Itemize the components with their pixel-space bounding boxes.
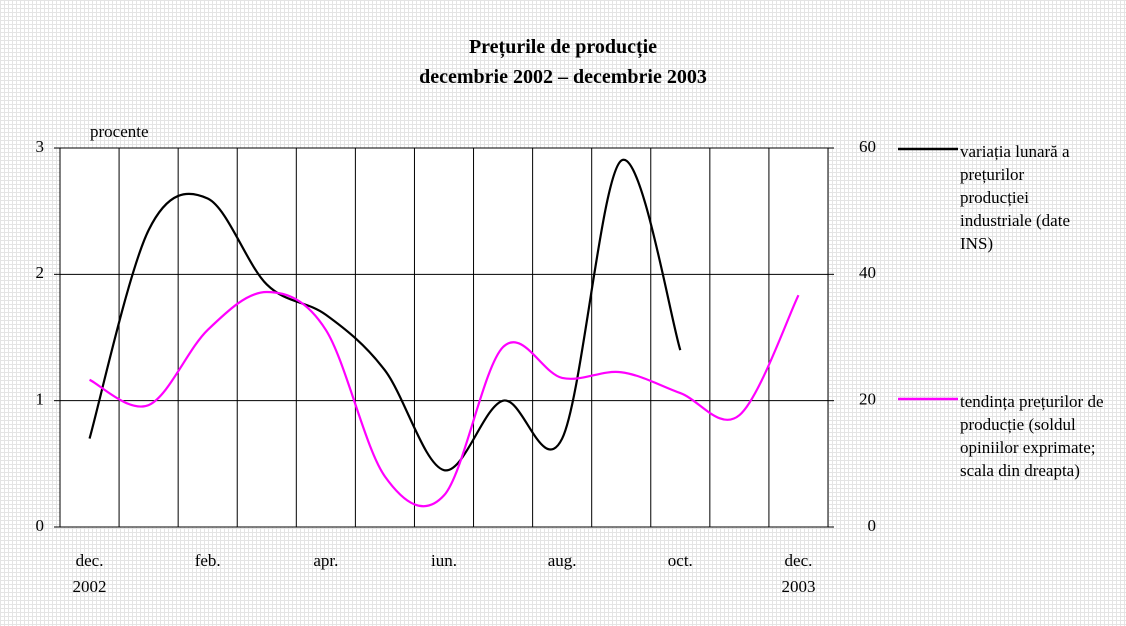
x-tick-label: dec. 2003 xyxy=(781,551,816,596)
line-series xyxy=(88,158,682,472)
x-tick-label: apr. xyxy=(313,551,339,570)
y2-tick-label: 60 xyxy=(859,137,876,156)
y-tick-label: 0 xyxy=(36,516,45,535)
y-tick-label: 2 xyxy=(36,263,45,282)
x-tick-label: oct. xyxy=(667,551,693,570)
y-tick-label: 1 xyxy=(36,390,45,409)
x-tick-label: dec. 2002 xyxy=(72,551,107,596)
y2-tick-label: 20 xyxy=(859,390,876,409)
x-tick-label: iun. xyxy=(431,551,457,570)
legend-label: variația lunară a prețurilor producției … xyxy=(960,142,1070,253)
chart-subtitle: decembrie 2002 – decembrie 2003 xyxy=(419,66,707,88)
x-tick-label: feb. xyxy=(194,551,221,570)
y-tick-label: 3 xyxy=(36,137,45,156)
line-series xyxy=(89,290,800,508)
y2-tick-label: 0 xyxy=(868,516,877,535)
y2-tick-label: 40 xyxy=(859,263,876,282)
x-tick-label: aug. xyxy=(547,551,577,570)
legend-label: tendința prețurilor de producție (soldul… xyxy=(960,392,1104,480)
plot-area xyxy=(59,147,829,528)
chart-title: Prețurile de producție xyxy=(468,36,658,58)
y-axis-label: procente xyxy=(90,122,149,141)
